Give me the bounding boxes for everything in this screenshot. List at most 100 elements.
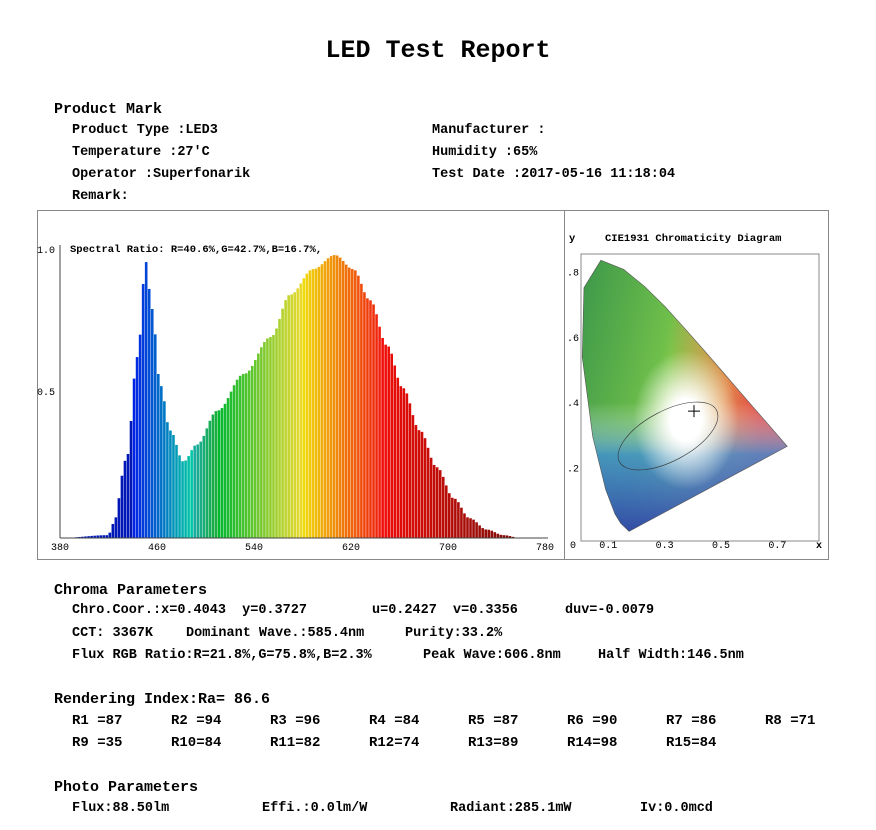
spectrum-bar — [302, 278, 306, 538]
iv: Iv:0.0mcd — [640, 801, 713, 816]
rendering-index-value: R1 =87 — [72, 713, 123, 729]
spectrum-bar — [244, 373, 248, 538]
radiant: Radiant:285.1mW — [450, 801, 572, 816]
dominant-wave: Dominant Wave.:585.4nm — [186, 626, 365, 641]
spectrum-bar — [196, 444, 200, 538]
x-tick-label: 540 — [245, 543, 263, 554]
spectrum-bar — [199, 441, 203, 538]
rendering-index-value: R14=98 — [567, 735, 618, 751]
x-tick-label: 460 — [148, 543, 166, 554]
rendering-heading: Rendering Index:Ra= 86.6 — [54, 691, 271, 708]
flux: Flux:88.50lm — [72, 801, 170, 816]
spectral-locus — [581, 259, 788, 532]
spectrum-bar — [202, 435, 206, 538]
spectrum-bar — [275, 328, 278, 538]
spectrum-bar — [463, 513, 466, 538]
spectrum-bar — [153, 334, 157, 538]
spectrum-bar — [320, 264, 324, 538]
spectrum-bar — [305, 273, 309, 538]
spectrum-bar — [444, 485, 448, 538]
spectrum-bar — [314, 268, 318, 538]
spectrum-bar — [138, 334, 142, 538]
spectrum-bar — [481, 528, 484, 538]
spectrum-bar — [123, 460, 127, 538]
spectrum-bar — [441, 476, 445, 538]
photo-heading: Photo Parameters — [54, 779, 199, 796]
flux-rgb-ratio: Flux RGB Ratio:R=21.8%,G=75.8%,B=2.3% — [72, 648, 372, 663]
spectrum-bar — [354, 270, 357, 538]
spectrum-bar — [381, 338, 384, 538]
spectrum-bar — [363, 292, 366, 538]
spectrum-bar — [241, 373, 245, 538]
rendering-index-value: R7 =86 — [666, 713, 717, 729]
spectrum-bar — [369, 300, 372, 538]
spectrum-bar — [226, 398, 230, 538]
spectrum-bar — [435, 467, 439, 538]
spectrum-bar — [163, 401, 166, 538]
spectrum-bar — [78, 536, 81, 538]
spectrum-bar — [214, 411, 218, 538]
y-tick-label: 1.0 — [37, 246, 55, 257]
spectrum-bar — [120, 475, 124, 538]
spectrum-bar — [347, 267, 351, 538]
temperature: Temperature :27'C — [72, 145, 210, 160]
spectrum-bar — [284, 300, 287, 538]
spectrum-bar — [390, 353, 394, 538]
spectrum-bar — [478, 525, 481, 538]
spectrum-bar — [141, 284, 145, 538]
spectrum-bar — [250, 365, 254, 538]
spectrum-bar — [266, 338, 269, 538]
spectrum-bar — [326, 258, 330, 538]
spectrum-bar — [487, 529, 491, 538]
chroma-duv: duv=-0.0079 — [565, 603, 655, 618]
spectrum-bar — [287, 295, 290, 538]
rendering-index-value: R15=84 — [666, 735, 717, 751]
spectrum-bar — [187, 456, 190, 538]
y-tick-label: 0.5 — [37, 388, 55, 399]
spectrum-bar — [190, 450, 193, 538]
spectrum-bar — [232, 385, 236, 538]
manufacturer: Manufacturer : — [432, 123, 546, 138]
spectrum-bar — [502, 535, 506, 538]
rendering-index-value: R3 =96 — [270, 713, 321, 729]
chroma-uv: u=0.2427 v=0.3356 — [372, 603, 518, 618]
spectrum-bar — [178, 455, 181, 538]
spectral-ratio-annotation: Spectral Ratio: R=40.6%,G=42.7%,B=16.7%, — [70, 244, 322, 256]
spectrum-bar — [181, 461, 184, 538]
cie-x-label: x — [816, 541, 822, 552]
spectrum-bar — [490, 530, 494, 538]
charts-frame — [37, 210, 829, 560]
purity: Purity:33.2% — [405, 626, 503, 641]
spectrum-bar — [493, 532, 497, 538]
spectrum-bar — [260, 347, 263, 538]
product-heading: Product Mark — [54, 101, 163, 118]
spectrum-bar — [166, 422, 169, 538]
spectrum-bar — [372, 304, 375, 538]
spectrum-bar — [129, 421, 133, 538]
rendering-index-value: R4 =84 — [369, 713, 420, 729]
spectrum-bar — [335, 255, 339, 539]
x-tick-label: 700 — [439, 543, 457, 554]
spectrum-bar — [472, 519, 475, 538]
rendering-index-value: R6 =90 — [567, 713, 618, 729]
spectrum-bar — [332, 255, 336, 538]
chroma-heading: Chroma Parameters — [54, 582, 208, 599]
spectrum-bar — [411, 415, 415, 538]
spectrum-bar — [229, 391, 233, 538]
cie-x-tick-label: 0.5 — [712, 541, 730, 552]
spectrum-bar — [457, 502, 460, 538]
spectrum-bar — [505, 535, 509, 538]
spectrum-bar — [351, 269, 354, 538]
spectrum-bar — [499, 534, 503, 538]
x-tick-label: 380 — [51, 543, 69, 554]
spectrum-bar — [496, 533, 500, 538]
spectrum-bar — [105, 535, 109, 538]
cie-plot-frame — [580, 253, 820, 542]
spectrum-bar — [469, 518, 472, 538]
spectrum-bar — [184, 460, 187, 538]
spectrum-bar — [375, 314, 378, 538]
rendering-index-value: R13=89 — [468, 735, 519, 751]
spectrum-bar — [290, 294, 293, 538]
spectrum-bar — [269, 337, 272, 538]
spectrum-bar — [296, 288, 300, 538]
